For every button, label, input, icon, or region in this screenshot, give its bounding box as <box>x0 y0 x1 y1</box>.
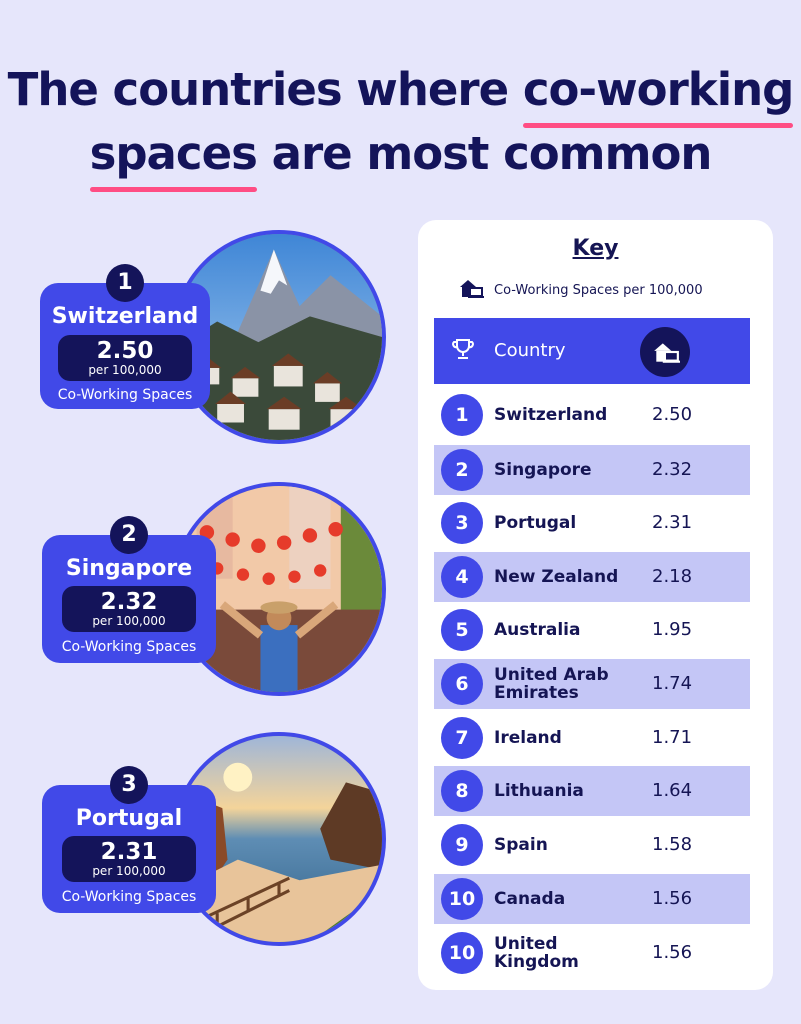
rank-badge: 2 <box>110 516 148 554</box>
table-row: 8 Lithuania 1.64 <box>434 766 750 816</box>
value: 2.32 <box>100 589 158 615</box>
rank-badge: 2 <box>441 449 483 491</box>
country-name: Australia <box>494 620 581 640</box>
rank-badge: 5 <box>441 609 483 651</box>
table-header: Country <box>434 318 750 384</box>
unit-label: Co-Working Spaces <box>61 639 197 655</box>
page-title: The countries where co-working spaces ar… <box>0 58 801 192</box>
rank-badge: 4 <box>441 556 483 598</box>
title-line2-text: are most common <box>256 127 713 180</box>
value-pill: 2.32 per 100,000 <box>62 586 196 632</box>
value: 1.95 <box>652 619 693 640</box>
per-label: per 100,000 <box>88 363 162 377</box>
table-row: 9 Spain 1.58 <box>434 820 750 870</box>
header-country: Country <box>494 340 566 361</box>
value: 2.50 <box>652 404 693 425</box>
ranking-panel: Key Co-Working Spaces per 100,000 Countr… <box>418 220 773 990</box>
country-name: United Kingdom <box>494 934 579 972</box>
country-name: New Zealand <box>494 567 619 587</box>
country-name: Switzerland <box>51 304 199 329</box>
value-pill: 2.50 per 100,000 <box>58 335 192 381</box>
rank-badge: 9 <box>441 824 483 866</box>
home-office-icon <box>458 278 484 302</box>
per-label: per 100,000 <box>92 614 166 628</box>
table-row: 6 United Arab Emirates 1.74 <box>434 659 750 709</box>
feature-card-3: 3 Portugal 2.31 per 100,000 Co-Working S… <box>0 730 400 970</box>
value: 2.50 <box>96 338 154 364</box>
trophy-icon <box>452 338 474 364</box>
table-row: 1 Switzerland 2.50 <box>434 390 750 440</box>
table-row: 10 United Kingdom 1.56 <box>434 928 750 978</box>
country-name: Singapore <box>494 460 592 480</box>
table-row: 10 Canada 1.56 <box>434 874 750 924</box>
country-name: Ireland <box>494 728 562 748</box>
value: 1.56 <box>652 942 693 963</box>
value: 2.31 <box>652 512 693 533</box>
rank-badge: 10 <box>441 932 483 974</box>
value: 1.71 <box>652 727 693 748</box>
country-name: United Arab Emirates <box>494 665 609 703</box>
country-name: Canada <box>494 889 566 909</box>
label-box: 2 Singapore 2.32 per 100,000 Co-Working … <box>42 516 216 663</box>
table-row: 2 Singapore 2.32 <box>434 445 750 495</box>
rank-badge: 10 <box>441 878 483 920</box>
value: 2.31 <box>100 839 158 865</box>
rank-badge: 1 <box>441 394 483 436</box>
key-label: Co-Working Spaces per 100,000 <box>494 282 703 298</box>
unit-label: Co-Working Spaces <box>57 387 193 403</box>
label-box: 1 Switzerland 2.50 per 100,000 Co-Workin… <box>40 264 210 409</box>
title-line1-text: The countries where <box>7 63 523 116</box>
country-name: Singapore <box>65 556 193 581</box>
header-value-icon-circle <box>640 327 690 377</box>
country-name: Spain <box>494 835 548 855</box>
value: 1.56 <box>652 888 693 909</box>
rank-badge: 3 <box>441 502 483 544</box>
table-row: 4 New Zealand 2.18 <box>434 552 750 602</box>
rank-badge: 3 <box>110 766 148 804</box>
feature-card-2: 2 Singapore 2.32 per 100,000 Co-Working … <box>0 480 400 720</box>
value: 2.32 <box>652 459 693 480</box>
label-box: 3 Portugal 2.31 per 100,000 Co-Working S… <box>42 766 216 913</box>
table-row: 7 Ireland 1.71 <box>434 713 750 763</box>
value-pill: 2.31 per 100,000 <box>62 836 196 882</box>
country-name: Switzerland <box>494 405 608 425</box>
value: 2.18 <box>652 566 693 587</box>
country-name: Portugal <box>75 806 183 831</box>
rank-badge: 7 <box>441 717 483 759</box>
unit-label: Co-Working Spaces <box>61 889 197 905</box>
table-row: 5 Australia 1.95 <box>434 605 750 655</box>
per-label: per 100,000 <box>92 864 166 878</box>
value: 1.64 <box>652 780 693 801</box>
title-highlight-spaces: spaces <box>89 122 258 192</box>
title-highlight-coworking: co-working <box>522 58 794 128</box>
table-row: 3 Portugal 2.31 <box>434 498 750 548</box>
feature-card-1: 1 Switzerland 2.50 per 100,000 Co-Workin… <box>0 228 400 468</box>
key-title: Key <box>572 236 619 261</box>
country-name: Portugal <box>494 513 577 533</box>
value: 1.74 <box>652 673 693 694</box>
key-legend: Co-Working Spaces per 100,000 <box>458 278 703 302</box>
country-name: Lithuania <box>494 781 584 801</box>
rank-badge: 8 <box>441 770 483 812</box>
value: 1.58 <box>652 834 693 855</box>
photo-coastal-sunset <box>172 732 386 946</box>
rank-badge: 6 <box>441 663 483 705</box>
rank-badge: 1 <box>106 264 144 302</box>
home-office-icon <box>652 341 680 367</box>
